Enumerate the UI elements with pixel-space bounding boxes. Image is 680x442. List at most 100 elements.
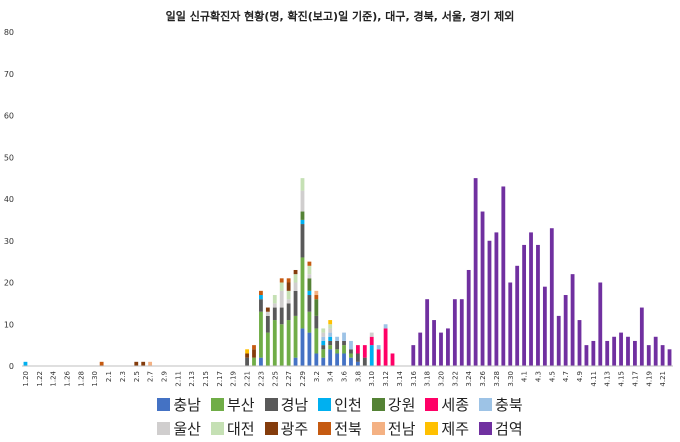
bar-segment-충북 (383, 324, 388, 329)
x-tick-label: 2.25 (271, 371, 279, 387)
bar-segment-검역 (598, 282, 603, 366)
bar-segment-전남 (314, 290, 319, 296)
bar-segment-경남 (328, 340, 333, 346)
x-tick-label: 2.23 (257, 371, 265, 387)
bar-segment-검역 (626, 336, 630, 366)
bar-segment-강원 (307, 278, 312, 291)
x-tick-label: 4.5 (548, 371, 556, 382)
bar-segment-검역 (646, 345, 651, 367)
legend-item: 충북 (479, 394, 523, 415)
bar-segment-검역 (522, 244, 527, 366)
x-tick-label: 2.17 (216, 371, 224, 387)
x-tick-label: 3.18 (424, 371, 432, 387)
x-tick-label: 4.9 (576, 371, 584, 382)
legend-item: 검역 (479, 418, 523, 439)
bar-segment-검역 (439, 332, 443, 366)
bar-segment-경남 (300, 224, 305, 258)
y-tick-label: 70 (4, 70, 14, 79)
bar-segment-인천 (23, 361, 28, 366)
bar-segment-검역 (473, 178, 478, 367)
bar-segment-충남 (355, 361, 360, 366)
bars (23, 178, 672, 367)
bar-segment-검역 (667, 349, 672, 366)
bar-segment-검역 (633, 340, 637, 366)
x-tick-label: 2.29 (299, 371, 307, 387)
legend-item: 대전 (210, 418, 255, 439)
bar-segment-전남 (148, 361, 153, 366)
bar-segment-세종 (369, 336, 374, 346)
x-tick-label: 3.20 (437, 371, 445, 387)
bar-segment-검역 (452, 299, 457, 366)
bar-segment-검역 (536, 244, 540, 366)
bar-segment-울산 (321, 332, 326, 337)
legend-item: 전북 (318, 418, 362, 439)
bar-segment-검역 (653, 336, 658, 366)
bar-segment-울산 (279, 290, 284, 308)
x-tick-label: 1.20 (22, 371, 30, 387)
bar-segment-인천 (259, 295, 263, 300)
x-tick-label: 2.27 (285, 371, 293, 387)
x-tick-label: 3.24 (465, 370, 473, 386)
bar-segment-세종 (362, 345, 367, 358)
legend-item: 부산 (210, 394, 255, 415)
bar-segment-부산 (349, 353, 353, 358)
bar-segment-검역 (591, 340, 596, 366)
legend-label: 광주 (280, 419, 309, 438)
bar-segment-경남 (293, 290, 298, 316)
bar-segment-충북 (349, 340, 353, 350)
bar-segment-검역 (542, 286, 547, 366)
chart: 일일 신규확진자 현황(명, 확진(보고)일 기준), 대구, 경북, 서울, … (4, 9, 673, 387)
y-tick-label: 0 (9, 362, 14, 371)
bar-segment-부산 (321, 349, 326, 358)
x-tick-label: 2.15 (202, 371, 210, 387)
bar-segment-대전 (328, 324, 333, 329)
bar-segment-충북 (342, 332, 346, 341)
legend-swatch (264, 397, 278, 411)
x-tick-label: 2.9 (160, 371, 168, 382)
legend-swatch (157, 421, 171, 435)
bar-segment-제주 (245, 349, 249, 354)
legend-swatch (264, 421, 278, 435)
bar-segment-경남 (259, 299, 263, 312)
x-tick-label: 3.12 (382, 371, 390, 387)
legend-label: 인천 (334, 395, 362, 414)
bar-segment-울산 (293, 282, 298, 291)
y-tick-label: 20 (4, 279, 14, 288)
x-tick-label: 2.11 (174, 371, 182, 387)
x-tick-label: 2.1 (105, 371, 113, 382)
bar-segment-대전 (286, 290, 291, 300)
bar-segment-부산 (279, 324, 284, 366)
bar-segment-부산 (307, 311, 312, 333)
bar-segment-대전 (279, 282, 284, 291)
bar-segment-울산 (286, 299, 291, 304)
bar-segment-충북 (321, 336, 326, 341)
x-axis: 1.20 1.22 1.24 1.26 1.28 1.30 2.1 2.3 2.5 2.7 2.9 2… (22, 370, 667, 386)
bar-segment-충남 (307, 332, 312, 366)
x-tick-label: 3.4 (327, 370, 335, 382)
bar-segment-대전 (321, 328, 326, 333)
bar-segment-전북 (314, 295, 319, 300)
legend-label: 경남 (280, 395, 309, 414)
bar-segment-경남 (321, 345, 326, 350)
legend-item: 제주 (425, 418, 469, 439)
bar-segment-검역 (612, 336, 617, 366)
x-tick-label: 3.8 (354, 371, 362, 382)
bar-segment-광주 (293, 269, 298, 275)
bar-segment-검역 (584, 345, 589, 367)
x-tick-label: 2.13 (188, 371, 196, 387)
bar-segment-전북 (99, 361, 104, 366)
legend-item: 강원 (371, 394, 415, 415)
x-tick-label: 4.19 (645, 371, 653, 387)
bar-segment-검역 (515, 265, 520, 366)
x-tick-label: 3.14 (396, 370, 404, 386)
bar-segment-경남 (349, 349, 353, 354)
bar-segment-대전 (307, 265, 312, 275)
bar-segment-광주 (252, 349, 256, 358)
legend-item: 인천 (318, 394, 362, 415)
legend-label: 제주 (441, 419, 470, 438)
legend-item: 광주 (264, 418, 309, 439)
x-tick-label: 3.28 (493, 371, 501, 387)
bar-segment-검역 (432, 320, 436, 366)
bar-segment-광주 (134, 361, 139, 366)
legend-swatch (157, 397, 171, 411)
